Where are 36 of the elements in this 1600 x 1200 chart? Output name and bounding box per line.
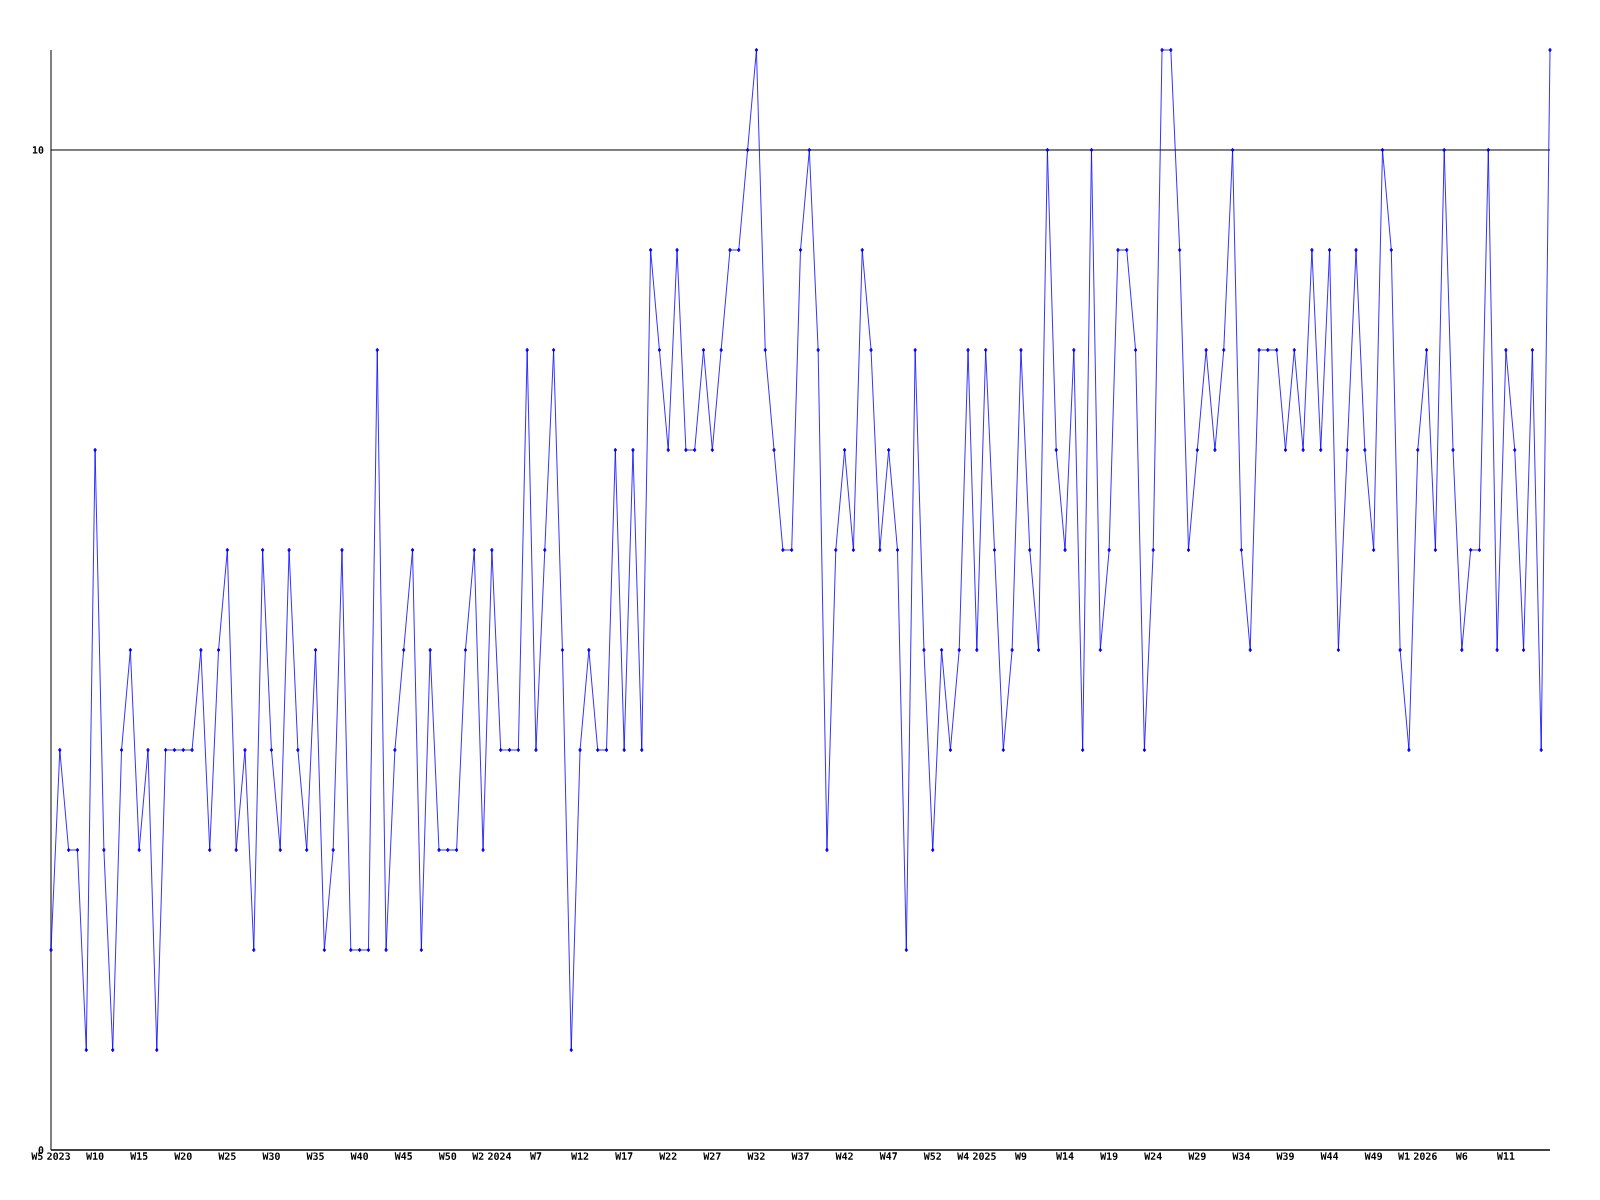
x-tick-label: W15 bbox=[130, 1152, 148, 1160]
x-tick-label: W7 bbox=[529, 1152, 542, 1160]
x-tick-label: W35 bbox=[306, 1152, 324, 1160]
x-tick-label: W30 bbox=[262, 1152, 280, 1160]
x-tick-label: W5 2023 bbox=[31, 1152, 70, 1160]
x-tick-label: W11 bbox=[1496, 1152, 1515, 1160]
y-tick-label: 10 bbox=[32, 146, 44, 154]
x-tick-label: W52 bbox=[923, 1152, 941, 1160]
x-tick-label: W12 bbox=[571, 1152, 589, 1160]
x-tick-label: W1 2026 bbox=[1398, 1152, 1437, 1160]
x-tick-label: W39 bbox=[1276, 1152, 1294, 1160]
x-tick-label: W14 bbox=[1056, 1152, 1074, 1160]
x-tick-label: W25 bbox=[218, 1152, 236, 1160]
x-tick-label: W4 2025 bbox=[957, 1152, 996, 1160]
x-tick-label: W6 bbox=[1455, 1152, 1468, 1160]
x-tick-label: W22 bbox=[659, 1152, 677, 1160]
x-tick-label: W27 bbox=[703, 1152, 721, 1160]
x-tick-label: W20 bbox=[174, 1152, 192, 1160]
x-tick-label: W50 bbox=[438, 1152, 457, 1160]
x-tick-label: W34 bbox=[1232, 1152, 1250, 1160]
x-tick-label: W9 bbox=[1014, 1152, 1027, 1160]
x-tick-label: W29 bbox=[1188, 1152, 1206, 1160]
x-tick-label: W44 bbox=[1320, 1152, 1339, 1160]
x-tick-label: W40 bbox=[350, 1152, 369, 1160]
x-tick-label: W2 2024 bbox=[472, 1152, 512, 1160]
x-tick-label: W10 bbox=[86, 1152, 104, 1160]
x-tick-label: W45 bbox=[394, 1152, 413, 1160]
x-tick-label: W19 bbox=[1100, 1152, 1118, 1160]
x-tick-label: W42 bbox=[835, 1152, 853, 1160]
x-tick-label: W37 bbox=[791, 1152, 809, 1160]
x-tick-label: W24 bbox=[1144, 1152, 1162, 1160]
x-tick-label: W32 bbox=[747, 1152, 765, 1160]
x-tick-label: W49 bbox=[1364, 1152, 1383, 1160]
y-tick-label: 0 bbox=[38, 1146, 44, 1154]
x-tick-label: W47 bbox=[879, 1152, 897, 1160]
x-tick-label: W17 bbox=[615, 1152, 633, 1160]
